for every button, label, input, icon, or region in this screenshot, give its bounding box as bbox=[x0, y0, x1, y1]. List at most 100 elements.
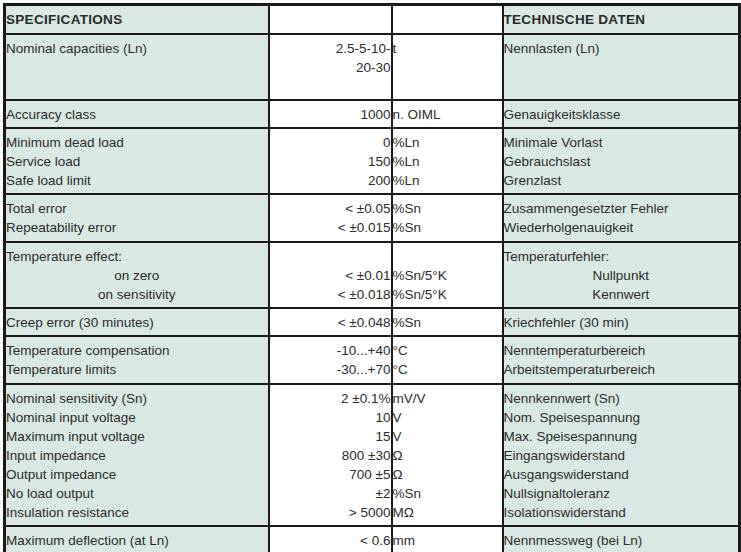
cell-line: Maximum input voltage bbox=[6, 427, 268, 446]
cell-line: Nennlasten (Ln) bbox=[504, 39, 739, 58]
cell-line: Wiederholgenauigkeit bbox=[504, 218, 739, 237]
cell-line: %Ln bbox=[393, 171, 502, 190]
spec-cell: Temperature effect:on zeroon sensitivity bbox=[5, 242, 269, 308]
cell-line: Nennkennwert (Sn) bbox=[504, 389, 739, 408]
german-cell: Temperaturfehler:NullpunktKennwert bbox=[503, 242, 740, 308]
unit-cell: %Sn%Sn bbox=[392, 194, 503, 242]
value-cell: 1000 bbox=[269, 100, 392, 128]
german-cell: NenntemperaturbereichArbeitstemperaturbe… bbox=[503, 336, 740, 384]
value-cell: < ±0.048 bbox=[269, 308, 392, 336]
cell-line: No load output bbox=[6, 484, 268, 503]
cell-line: %Sn/5°K bbox=[393, 266, 502, 285]
german-cell: Nennlasten (Ln) bbox=[503, 34, 740, 100]
unit-cell: %Ln%Ln%Ln bbox=[392, 128, 503, 194]
cell-line: Grenzlast bbox=[504, 171, 739, 190]
table-header-row: SPECIFICATIONS TECHNISCHE DATEN bbox=[5, 5, 740, 35]
header-unit-blank bbox=[392, 5, 503, 35]
cell-line: 10 bbox=[270, 408, 391, 427]
cell-line: ±2 bbox=[270, 484, 391, 503]
cell-line: Nullsignaltoleranz bbox=[504, 484, 739, 503]
value-cell: 0150200 bbox=[269, 128, 392, 194]
value-cell: 2.5-5-10-20-30 bbox=[269, 34, 392, 100]
cell-line: < ±0.015 bbox=[270, 218, 391, 237]
cell-line: Accuracy class bbox=[6, 105, 268, 124]
unit-cell: %Sn/5°K%Sn/5°K bbox=[392, 242, 503, 308]
table-row: Total errorRepeatability error< ±0.05< ±… bbox=[5, 194, 740, 242]
cell-line: Kennwert bbox=[504, 285, 739, 304]
cell-line: on zero bbox=[6, 266, 268, 285]
cell-line: -10...+40 bbox=[270, 341, 391, 360]
cell-line: 200 bbox=[270, 171, 391, 190]
cell-line: Total error bbox=[6, 199, 268, 218]
cell-line: n. OIML bbox=[393, 105, 502, 124]
german-cell: Nennmessweg (bei Ln) bbox=[503, 526, 740, 552]
spec-cell: Creep error (30 minutes) bbox=[5, 308, 269, 336]
unit-cell: mm bbox=[392, 526, 503, 552]
table-row: Minimum dead loadService loadSafe load l… bbox=[5, 128, 740, 194]
unit-cell: °C°C bbox=[392, 336, 503, 384]
cell-line: 1000 bbox=[270, 105, 391, 124]
cell-line: Kriechfehler (30 min) bbox=[504, 313, 739, 332]
value-cell: -10...+40-30...+70 bbox=[269, 336, 392, 384]
table-row: Temperature compensationTemperature limi… bbox=[5, 336, 740, 384]
german-cell: Kriechfehler (30 min) bbox=[503, 308, 740, 336]
value-cell: 2 ±0.1%1015800 ±30700 ±5±2> 5000 bbox=[269, 384, 392, 526]
cell-line: Ausgangswiderstand bbox=[504, 465, 739, 484]
cell-line: Nominal input voltage bbox=[6, 408, 268, 427]
cell-line: < 0.6 bbox=[270, 531, 391, 550]
cell-line: Safe load limit bbox=[6, 171, 268, 190]
table-row: Accuracy class1000n. OIMLGenauigkeitskla… bbox=[5, 100, 740, 128]
cell-line: Arbeitstemperaturbereich bbox=[504, 360, 739, 379]
cell-line: Nennmessweg (bei Ln) bbox=[504, 531, 739, 550]
cell-line: Gebrauchslast bbox=[504, 152, 739, 171]
cell-line: -30...+70 bbox=[270, 360, 391, 379]
cell-line: < ±0.048 bbox=[270, 313, 391, 332]
cell-line: 15 bbox=[270, 427, 391, 446]
value-cell: < 0.6 bbox=[269, 526, 392, 552]
header-technische-daten: TECHNISCHE DATEN bbox=[503, 5, 740, 35]
cell-line: Minimum dead load bbox=[6, 133, 268, 152]
cell-line: on sensitivity bbox=[6, 285, 268, 304]
german-cell: Genauigkeitsklasse bbox=[503, 100, 740, 128]
cell-line: Creep error (30 minutes) bbox=[6, 313, 268, 332]
value-cell: < ±0.01< ±0.018 bbox=[269, 242, 392, 308]
cell-line: < ±0.018 bbox=[270, 285, 391, 304]
cell-line: Nenntemperaturbereich bbox=[504, 341, 739, 360]
cell-line: 2 ±0.1% bbox=[270, 389, 391, 408]
header-specifications: SPECIFICATIONS bbox=[5, 5, 269, 35]
table-row: Temperature effect:on zeroon sensitivity… bbox=[5, 242, 740, 308]
cell-line: Minimale Vorlast bbox=[504, 133, 739, 152]
cell-line: Temperature compensation bbox=[6, 341, 268, 360]
cell-line: > 5000 bbox=[270, 503, 391, 522]
unit-cell: n. OIML bbox=[392, 100, 503, 128]
cell-line bbox=[393, 247, 502, 266]
unit-cell: mV/VVVΩΩ%SnMΩ bbox=[392, 384, 503, 526]
cell-line: %Sn bbox=[393, 199, 502, 218]
table-row: Nominal sensitivity (Sn)Nominal input vo… bbox=[5, 384, 740, 526]
cell-line: %Sn bbox=[393, 484, 502, 503]
german-cell: Minimale VorlastGebrauchslastGrenzlast bbox=[503, 128, 740, 194]
value-cell: < ±0.05< ±0.015 bbox=[269, 194, 392, 242]
cell-line: t bbox=[393, 39, 502, 58]
cell-line: Service load bbox=[6, 152, 268, 171]
german-cell: Zusammengesetzter FehlerWiederholgenauig… bbox=[503, 194, 740, 242]
spec-cell: Total errorRepeatability error bbox=[5, 194, 269, 242]
german-cell: Nennkennwert (Sn)Nom. SpeisespannungMax.… bbox=[503, 384, 740, 526]
cell-line: Nom. Speisespannung bbox=[504, 408, 739, 427]
spec-cell: Minimum dead loadService loadSafe load l… bbox=[5, 128, 269, 194]
cell-line: 150 bbox=[270, 152, 391, 171]
cell-line bbox=[270, 247, 391, 266]
cell-line: 800 ±30 bbox=[270, 446, 391, 465]
cell-line: Isolationswiderstand bbox=[504, 503, 739, 522]
cell-line: < ±0.01 bbox=[270, 266, 391, 285]
cell-line: 20-30 bbox=[270, 58, 391, 77]
table-row: Maximum deflection (at Ln)< 0.6mmNennmes… bbox=[5, 526, 740, 552]
cell-line: %Ln bbox=[393, 133, 502, 152]
cell-line: Output impedance bbox=[6, 465, 268, 484]
cell-line: Temperature effect: bbox=[6, 247, 268, 266]
cell-line: %Sn bbox=[393, 218, 502, 237]
cell-line: Repeatability error bbox=[6, 218, 268, 237]
cell-line: Nullpunkt bbox=[504, 266, 739, 285]
cell-line: 2.5-5-10- bbox=[270, 39, 391, 58]
spec-cell: Temperature compensationTemperature limi… bbox=[5, 336, 269, 384]
